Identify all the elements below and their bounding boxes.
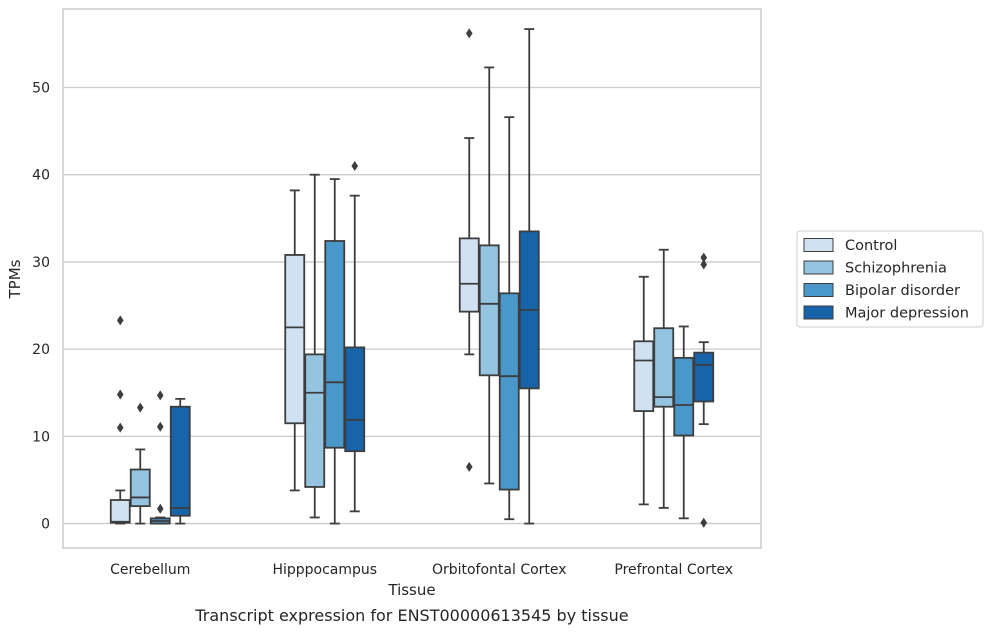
x-tick-labels: Cerebellum Hipppocampus Orbitofontal Corte… bbox=[110, 562, 733, 578]
plot-frame bbox=[62, 8, 762, 549]
legend-swatch bbox=[803, 238, 834, 252]
iqr-box bbox=[693, 351, 715, 403]
outlier-point bbox=[700, 259, 708, 270]
y-tick-label: 40 bbox=[32, 168, 50, 184]
outlier-point bbox=[700, 517, 708, 528]
iqr-box bbox=[129, 468, 151, 508]
box-group bbox=[653, 248, 675, 509]
outlier-point bbox=[116, 315, 124, 326]
outlier-point bbox=[116, 389, 124, 400]
box-group bbox=[344, 160, 366, 513]
box-group bbox=[518, 28, 540, 525]
legend-label: Control bbox=[845, 238, 897, 254]
iqr-box bbox=[498, 292, 520, 491]
iqr-box bbox=[653, 327, 675, 408]
box-group bbox=[304, 173, 326, 519]
box-groups bbox=[109, 28, 715, 528]
outlier-point bbox=[136, 402, 144, 413]
box-group bbox=[633, 275, 655, 506]
box-group bbox=[458, 28, 480, 472]
outlier-point bbox=[156, 390, 164, 401]
iqr-box bbox=[458, 237, 480, 313]
box-group bbox=[284, 189, 306, 492]
iqr-box bbox=[109, 499, 131, 524]
legend-label: Major depression bbox=[845, 306, 969, 322]
legend-swatch bbox=[803, 283, 834, 297]
outlier-point bbox=[116, 422, 124, 433]
y-axis-title: TPMs bbox=[6, 259, 24, 299]
box-group bbox=[693, 252, 715, 528]
outlier-point bbox=[156, 421, 164, 432]
legend-swatch bbox=[803, 305, 834, 320]
box-group bbox=[324, 178, 346, 525]
iqr-box bbox=[633, 340, 655, 412]
y-tick-label: 30 bbox=[32, 255, 50, 271]
box-group bbox=[673, 325, 695, 520]
legend-frame bbox=[796, 230, 984, 328]
iqr-box bbox=[304, 353, 326, 488]
chart-caption: Transcript expression for ENST0000061354… bbox=[194, 606, 628, 625]
y-tick-label: 50 bbox=[32, 80, 50, 96]
y-tick-label: 0 bbox=[41, 517, 50, 533]
legend-swatch bbox=[803, 260, 834, 275]
box-group bbox=[498, 116, 520, 521]
legend-label: Schizophrenia bbox=[845, 261, 947, 277]
outlier-point bbox=[465, 461, 473, 472]
iqr-box bbox=[478, 244, 500, 377]
x-tick-label: Prefrontal Cortex bbox=[614, 562, 733, 578]
outlier-point bbox=[700, 252, 708, 263]
outlier-point bbox=[351, 160, 359, 171]
legend-label: Bipolar disorder bbox=[845, 283, 960, 299]
iqr-box bbox=[673, 356, 695, 437]
plot-background bbox=[63, 9, 761, 548]
x-tick-label: Orbitofontal Cortex bbox=[432, 562, 567, 578]
iqr-box bbox=[324, 240, 346, 449]
outlier-point bbox=[156, 503, 164, 514]
box-group bbox=[109, 315, 131, 525]
iqr-box bbox=[284, 254, 306, 425]
iqr-box bbox=[169, 405, 191, 517]
legend: Control Schizophrenia Bipolar disorder Majo… bbox=[796, 230, 984, 328]
y-tick-label: 20 bbox=[32, 342, 50, 358]
box-group bbox=[478, 66, 500, 485]
x-tick-label: Hipppocampus bbox=[272, 562, 377, 578]
x-tick-label: Cerebellum bbox=[110, 562, 190, 578]
y-tick-labels: 0 10 20 30 40 50 bbox=[32, 80, 50, 532]
box-group bbox=[149, 390, 171, 525]
outlier-point bbox=[465, 28, 473, 39]
y-tick-label: 10 bbox=[32, 429, 50, 445]
box-group bbox=[169, 397, 191, 525]
x-axis-title: Tissue bbox=[387, 581, 435, 599]
box-group bbox=[129, 402, 151, 525]
iqr-box bbox=[344, 346, 366, 453]
